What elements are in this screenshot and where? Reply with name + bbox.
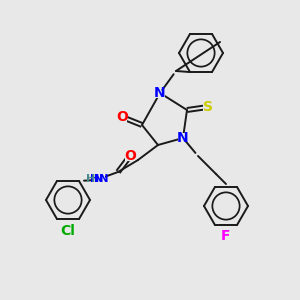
FancyBboxPatch shape <box>178 133 188 143</box>
FancyBboxPatch shape <box>125 151 135 161</box>
FancyBboxPatch shape <box>155 88 165 98</box>
Text: O: O <box>116 110 128 124</box>
Text: F: F <box>221 229 231 243</box>
Text: Cl: Cl <box>61 224 75 238</box>
FancyBboxPatch shape <box>87 175 105 185</box>
Text: N: N <box>94 174 103 184</box>
FancyBboxPatch shape <box>117 112 127 122</box>
FancyBboxPatch shape <box>221 231 231 241</box>
Text: HN: HN <box>90 174 108 184</box>
Text: H: H <box>86 174 96 184</box>
Text: N: N <box>177 131 189 145</box>
Text: N: N <box>154 86 166 100</box>
Text: S: S <box>203 100 213 114</box>
FancyBboxPatch shape <box>203 102 213 112</box>
FancyBboxPatch shape <box>61 226 75 236</box>
Text: O: O <box>124 149 136 163</box>
